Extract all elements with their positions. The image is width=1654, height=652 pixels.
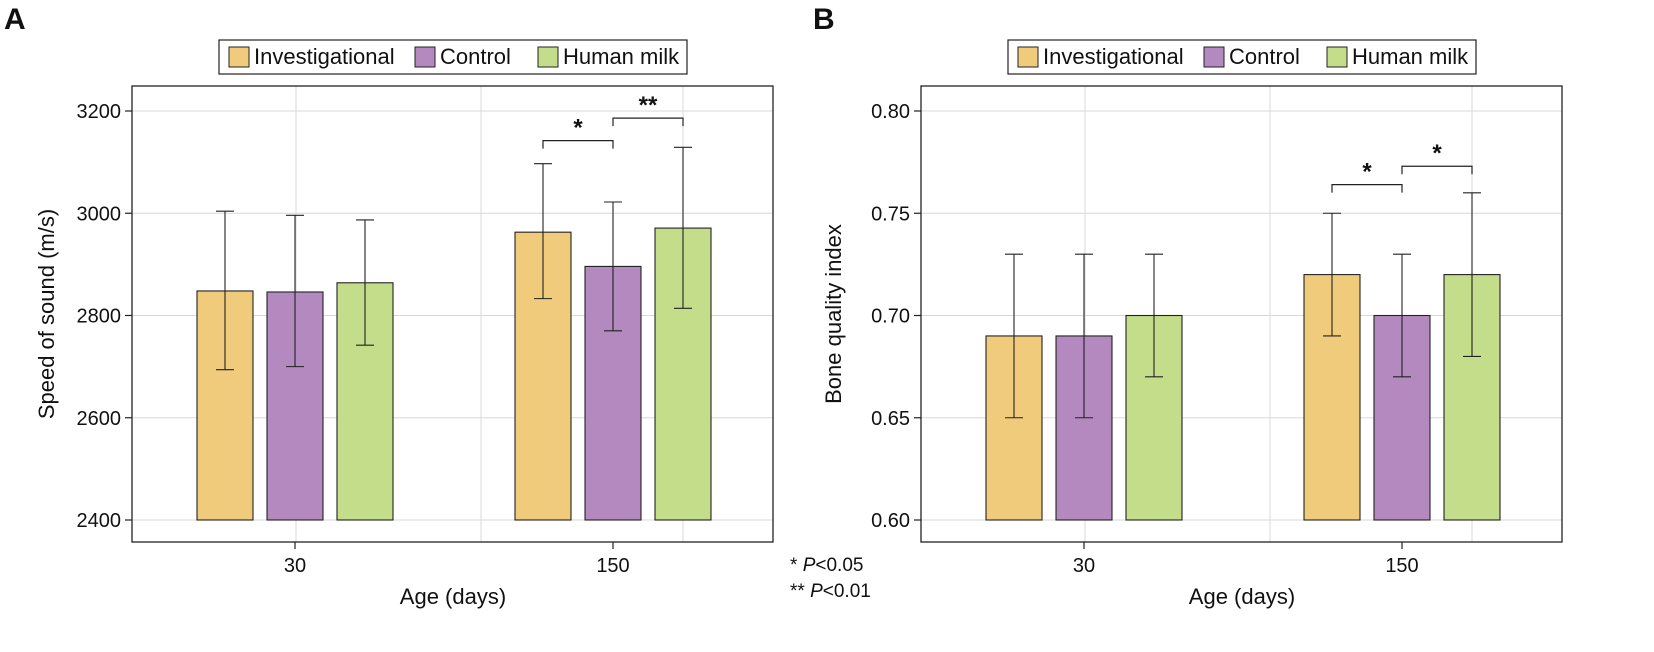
y-tick-label: 2800 [77, 306, 122, 328]
y-axis: 2400 2600 2800 3000 3200 [77, 101, 132, 532]
legend-swatch [414, 46, 436, 68]
legend-box [218, 39, 688, 75]
legend-swatch [1326, 46, 1348, 68]
legend-label: Human milk [563, 44, 680, 69]
x-tick-label: 150 [596, 555, 629, 577]
y-tick-label: 0.75 [871, 203, 910, 225]
note-p001: ** P<0.01 [790, 581, 871, 602]
panel-b: B ** 0.600.650.700.750.80 30 150 Age (day… [813, 3, 1563, 609]
legend-label: Control [1229, 44, 1300, 69]
plot-frame [920, 85, 1563, 543]
significance-bracket [1331, 184, 1403, 193]
significance-note: * P<0.05 ** P<0.01 [790, 555, 871, 602]
panel-letter: B [813, 3, 835, 36]
error-bars [216, 146, 692, 371]
error-bars [1005, 192, 1481, 419]
panel-letter: A [4, 3, 26, 36]
y-tick-label: 2400 [77, 510, 122, 532]
plot-frame [131, 85, 774, 543]
significance-bracket [1401, 165, 1473, 175]
legend-label: Investigational [1043, 44, 1184, 69]
significance-bracket [612, 117, 684, 127]
note-p005: * P<0.05 [790, 555, 863, 576]
y-tick-label: 0.65 [871, 408, 910, 430]
legend: Investigational Control Human milk [218, 39, 688, 75]
legend: Investigational Control Human milk [1007, 39, 1477, 75]
y-tick-label: 0.60 [871, 510, 910, 532]
significance-label: ** [639, 92, 658, 119]
x-axis-label: Age (days) [1189, 584, 1295, 609]
x-tick-label: 150 [1385, 555, 1418, 577]
significance-label: * [1432, 140, 1442, 167]
legend-swatch [1203, 46, 1225, 68]
x-tick-label: 30 [284, 555, 306, 577]
y-axis-label: Bone quality index [821, 224, 846, 404]
significance-label: * [573, 115, 583, 142]
bar-control-150 [584, 265, 642, 521]
legend-swatch [228, 46, 250, 68]
significance-label: * [1362, 159, 1372, 186]
y-axis: 0.60 0.65 0.70 0.75 0.80 [871, 101, 921, 532]
x-axis-label: Age (days) [400, 584, 506, 609]
legend-label: Control [440, 44, 511, 69]
y-tick-label: 3000 [77, 203, 122, 225]
x-tick-label: 30 [1073, 555, 1095, 577]
x-axis: 30 150 [284, 542, 630, 577]
significance-bracket [542, 140, 614, 149]
legend-label: Investigational [254, 44, 395, 69]
legend-label: Human milk [1352, 44, 1469, 69]
significance-brackets: ** [1331, 140, 1473, 193]
legend-box [1007, 39, 1477, 75]
y-tick-label: 0.80 [871, 101, 910, 123]
significance-brackets: *** [542, 92, 684, 149]
y-tick-label: 2600 [77, 408, 122, 430]
legend-swatch [537, 46, 559, 68]
bars [196, 227, 712, 521]
y-tick-label: 3200 [77, 101, 122, 123]
y-axis-label: Speed of sound (m/s) [34, 209, 59, 419]
x-axis: 30 150 [1073, 542, 1419, 577]
y-tick-label: 0.70 [871, 306, 910, 328]
legend-swatch [1017, 46, 1039, 68]
bars [985, 274, 1501, 521]
